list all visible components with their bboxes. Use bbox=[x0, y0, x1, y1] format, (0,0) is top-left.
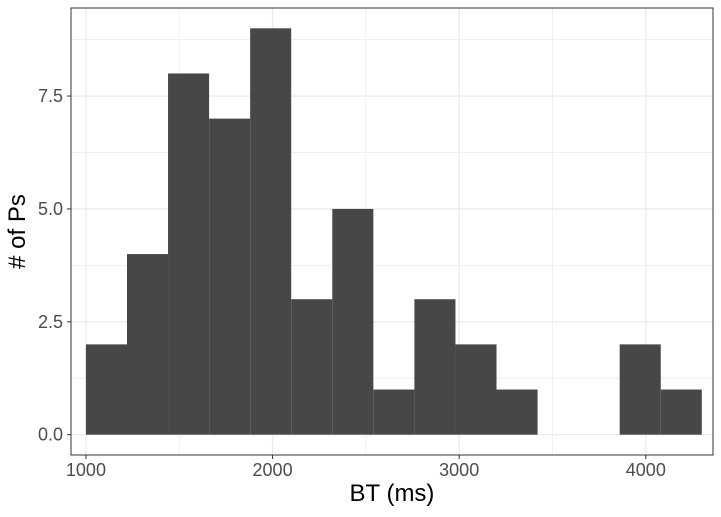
histogram-bar bbox=[455, 344, 497, 435]
y-tick-label: 0.0 bbox=[38, 425, 63, 445]
histogram-bar bbox=[619, 344, 661, 435]
panel-border bbox=[70, 7, 714, 456]
x-tick-label: 4000 bbox=[626, 460, 666, 480]
y-tick-label: 5.0 bbox=[38, 199, 63, 219]
axis-ticks: 1000 2000 3000 4000 0.0 2.5 5.0 7.5 bbox=[38, 86, 666, 480]
x-axis-title: BT (ms) bbox=[350, 480, 435, 507]
x-tick-label: 2000 bbox=[253, 460, 293, 480]
histogram-bar bbox=[209, 118, 251, 435]
y-axis-title: # of Ps bbox=[4, 194, 31, 269]
y-tick-label: 7.5 bbox=[38, 86, 63, 106]
histogram-bar bbox=[332, 208, 374, 435]
histogram-bar bbox=[660, 389, 702, 435]
histogram-bar bbox=[85, 344, 127, 435]
histogram-bars bbox=[85, 28, 702, 435]
x-tick-label: 1000 bbox=[66, 460, 106, 480]
histogram-bar bbox=[414, 299, 456, 435]
histogram-bar bbox=[168, 73, 210, 435]
histogram-bar bbox=[291, 299, 333, 435]
histogram-bar bbox=[373, 389, 415, 435]
y-tick-label: 2.5 bbox=[38, 312, 63, 332]
histogram-bar bbox=[250, 28, 292, 435]
histogram-bar bbox=[496, 389, 538, 435]
histogram-bar bbox=[126, 254, 169, 435]
x-tick-label: 3000 bbox=[439, 460, 479, 480]
